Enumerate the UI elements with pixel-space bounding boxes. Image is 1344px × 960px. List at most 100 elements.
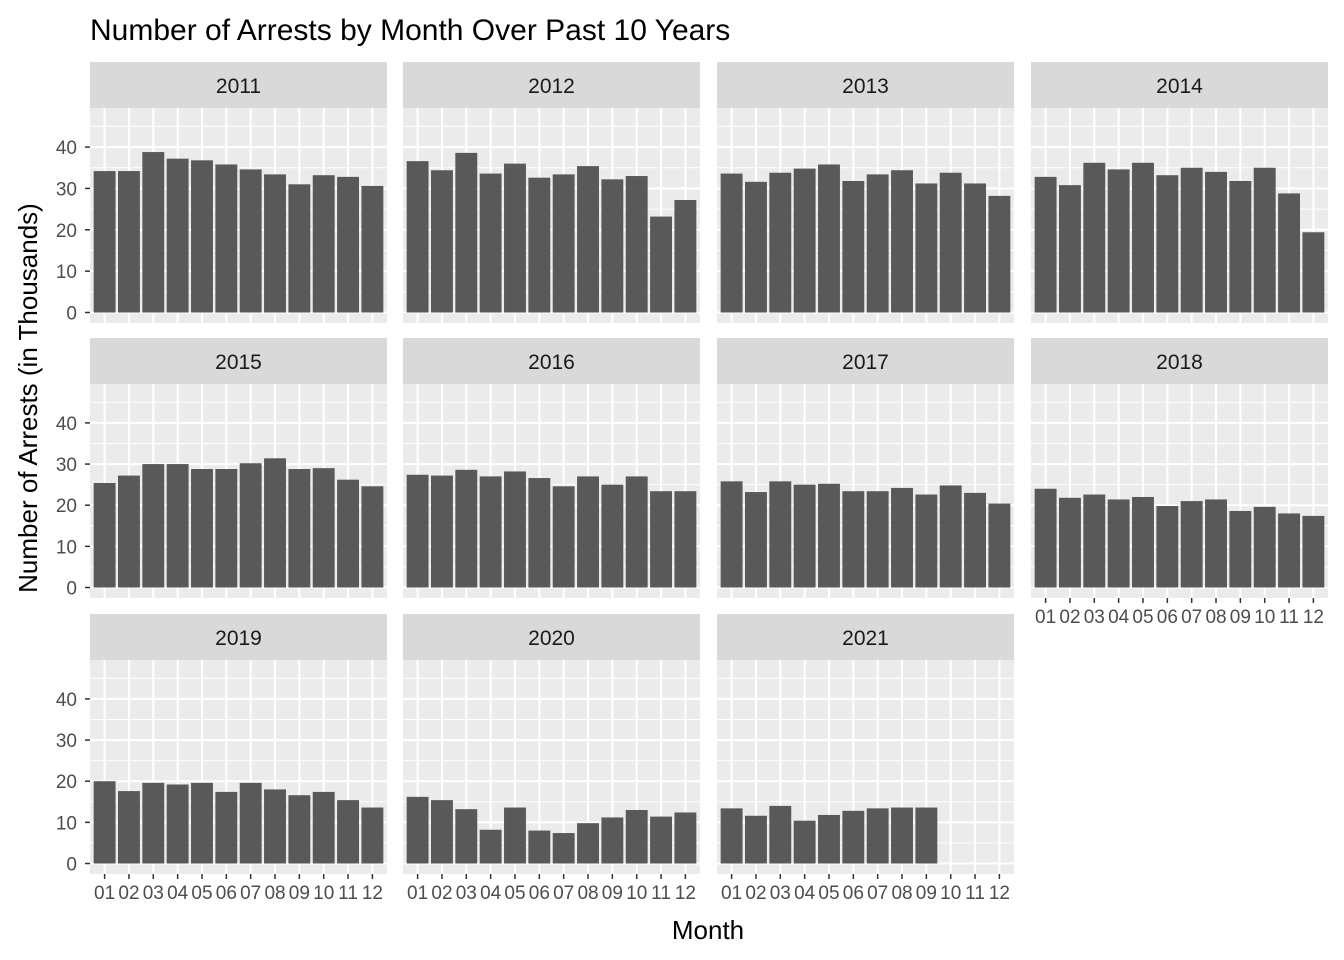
facet-strip <box>403 338 700 384</box>
bar-2020-04 <box>479 829 502 864</box>
x-tick-label: 11 <box>1279 607 1299 628</box>
bar-2016-12 <box>674 491 697 588</box>
bar-2019-06 <box>215 791 238 864</box>
bar-2015-04 <box>166 464 189 588</box>
x-tick-label: 12 <box>675 883 696 904</box>
bar-2012-05 <box>504 163 526 313</box>
x-tick-label: 09 <box>1230 607 1251 628</box>
facet-strip <box>90 62 387 108</box>
bar-2013-11 <box>964 183 987 313</box>
bar-2013-05 <box>818 164 840 313</box>
bar-2019-02 <box>117 791 140 864</box>
bar-2021-04 <box>793 820 816 864</box>
bar-2014-09 <box>1229 180 1252 313</box>
bar-2019-01 <box>93 781 116 864</box>
facet-strip <box>90 614 387 660</box>
bar-2016-05 <box>504 471 526 588</box>
bar-2018-05 <box>1132 496 1154 588</box>
bar-2014-07 <box>1180 167 1203 313</box>
bar-2020-02 <box>430 800 453 864</box>
bar-2015-01 <box>93 482 116 588</box>
x-tick-label: 02 <box>745 883 766 904</box>
bar-2012-02 <box>430 170 453 313</box>
x-tick-label: 07 <box>553 883 574 904</box>
x-tick-label: 11 <box>965 883 985 904</box>
bar-2019-04 <box>166 784 189 864</box>
x-tick-label: 07 <box>240 883 261 904</box>
bar-2020-07 <box>552 833 575 864</box>
y-tick-label: 40 <box>56 138 77 159</box>
y-axis-title: Number of Arrests (in Thousands) <box>13 203 43 593</box>
bar-2014-08 <box>1205 171 1227 313</box>
bar-2011-03 <box>142 152 165 313</box>
bar-2020-10 <box>625 810 648 864</box>
x-tick-label: 07 <box>867 883 888 904</box>
bar-2016-10 <box>625 476 648 588</box>
facet-panel-2012: 2012 <box>403 62 700 323</box>
bar-2013-06 <box>842 180 865 313</box>
bar-2018-09 <box>1229 510 1252 588</box>
bar-2019-09 <box>288 795 311 864</box>
bar-2014-05 <box>1132 162 1154 313</box>
bar-2012-04 <box>479 173 502 313</box>
bar-2013-07 <box>866 174 889 313</box>
bar-2013-12 <box>988 195 1011 313</box>
bar-2013-03 <box>769 172 792 313</box>
x-tick-label: 08 <box>264 883 285 904</box>
x-tick-label: 09 <box>289 883 310 904</box>
bar-2012-11 <box>650 216 673 313</box>
bar-2011-01 <box>93 171 116 313</box>
bar-2018-08 <box>1205 499 1227 588</box>
bar-2017-09 <box>915 494 938 588</box>
bar-2020-12 <box>674 812 697 864</box>
bar-2012-03 <box>455 152 478 313</box>
x-tick-label: 01 <box>721 883 742 904</box>
bar-2018-03 <box>1083 494 1106 588</box>
x-tick-label: 06 <box>1157 607 1178 628</box>
bar-2019-03 <box>142 782 165 864</box>
bar-2018-11 <box>1278 513 1301 588</box>
bar-2018-06 <box>1156 506 1179 588</box>
facet-strip-label: 2011 <box>216 75 261 98</box>
x-tick-label: 01 <box>94 883 115 904</box>
bar-2015-12 <box>361 486 384 588</box>
bar-2017-01 <box>720 481 743 588</box>
bar-2011-02 <box>117 171 140 313</box>
x-tick-label: 05 <box>191 883 212 904</box>
bar-2012-12 <box>674 200 697 313</box>
x-tick-label: 11 <box>338 883 358 904</box>
bar-2013-10 <box>939 172 962 313</box>
bar-2011-11 <box>337 176 360 313</box>
facet-strip-label: 2012 <box>528 75 575 98</box>
bar-2011-09 <box>288 184 311 313</box>
facet-strip-label: 2017 <box>842 351 889 374</box>
facet-panel-2014: 2014 <box>1031 62 1328 323</box>
x-tick-label: 04 <box>794 883 816 904</box>
facet-strip <box>717 338 1014 384</box>
facet-strip-label: 2020 <box>528 627 575 650</box>
bar-2014-10 <box>1253 167 1276 313</box>
bar-2016-07 <box>552 486 575 588</box>
y-tick-label: 0 <box>66 855 77 876</box>
bar-2018-04 <box>1107 499 1130 588</box>
bar-2021-01 <box>720 808 743 864</box>
bar-2016-03 <box>455 469 478 588</box>
x-tick-label: 05 <box>1132 607 1153 628</box>
bar-2018-12 <box>1302 515 1325 588</box>
bar-2012-09 <box>601 179 624 313</box>
bar-2020-06 <box>528 830 551 864</box>
y-tick-label: 20 <box>56 772 77 793</box>
y-tick-label: 20 <box>56 496 77 517</box>
facet-strip <box>90 338 387 384</box>
bar-2012-08 <box>577 166 599 313</box>
facet-strip-label: 2019 <box>215 627 262 650</box>
bar-2015-05 <box>191 469 213 588</box>
bar-2020-09 <box>601 817 624 864</box>
y-tick-label: 0 <box>66 304 77 325</box>
facet-strip-label: 2021 <box>842 627 889 650</box>
x-tick-label: 06 <box>529 883 550 904</box>
bar-2020-05 <box>504 807 526 864</box>
facet-strip <box>717 62 1014 108</box>
facet-strip-label: 2013 <box>842 75 889 98</box>
